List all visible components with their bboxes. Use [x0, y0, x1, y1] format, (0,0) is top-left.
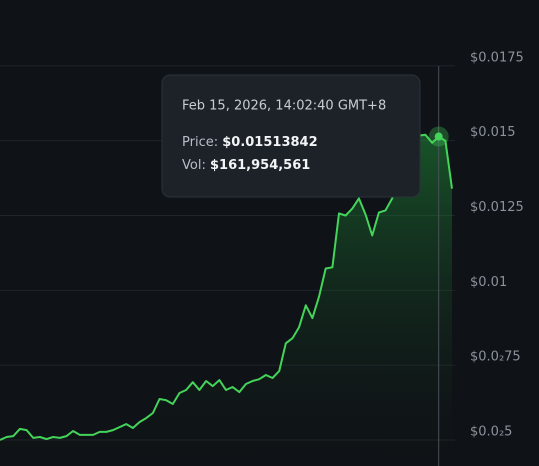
price-label: Price: [182, 135, 218, 150]
tooltip-price: Price: $0.01513842 [182, 135, 318, 150]
tooltip: Feb 15, 2026, 14:02:40 GMT+8 Price: $0.0… [161, 74, 421, 198]
hover-dot [434, 132, 443, 141]
price-value: $0.01513842 [222, 135, 317, 150]
y-tick-label: $0.0125 [470, 200, 524, 215]
price-line [0, 133, 453, 441]
tooltip-box [161, 74, 421, 198]
vol-value: $161,954,561 [210, 158, 310, 173]
y-tick-label: $0.015 [470, 125, 516, 140]
y-tick-label: $0.0₂75 [470, 350, 521, 365]
y-tick-label: $0.01 [470, 275, 507, 290]
y-tick-label: $0.0₂5 [470, 424, 512, 439]
tooltip-date: Feb 15, 2026, 14:02:40 GMT+8 [182, 99, 386, 114]
tooltip-vol: Vol: $161,954,561 [182, 158, 310, 173]
vol-label: Vol: [182, 158, 206, 173]
y-tick-label: $0.0175 [470, 50, 524, 65]
plot [0, 66, 453, 466]
